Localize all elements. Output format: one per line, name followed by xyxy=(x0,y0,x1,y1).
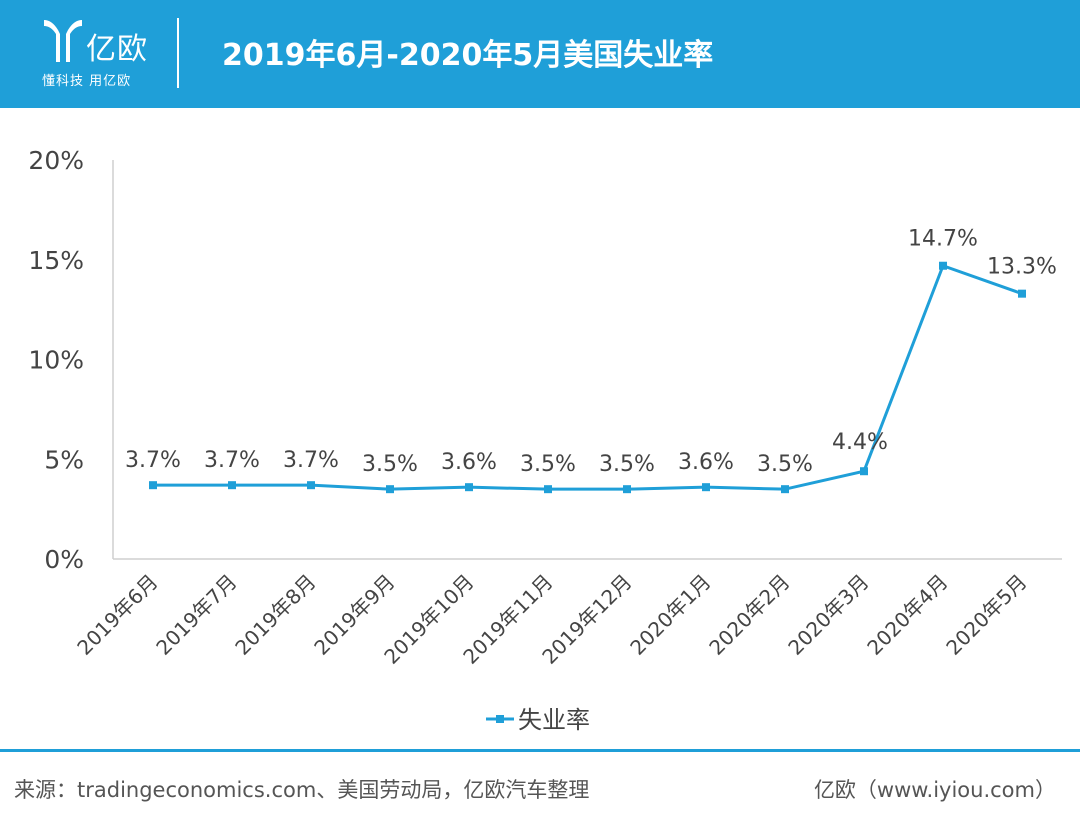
logo-y-icon xyxy=(44,20,82,62)
data-point xyxy=(228,481,236,490)
page-title: 2019年6月-2020年5月美国失业率 xyxy=(222,38,714,73)
data-point xyxy=(386,485,394,494)
data-point xyxy=(623,485,631,494)
legend-marker-icon xyxy=(496,715,504,723)
x-axis-ticks: 2019年6月2019年7月2019年8月2019年9月2019年10月2019… xyxy=(72,570,1031,669)
data-label: 3.5% xyxy=(599,452,655,477)
line-chart: 0% 5% 10% 15% 20% 2019年6月2019年7月2019年8月2019年… xyxy=(28,146,1062,734)
data-point xyxy=(307,481,315,490)
data-label: 3.5% xyxy=(520,452,576,477)
header-divider xyxy=(177,18,179,88)
y-tick-label: 10% xyxy=(28,346,84,375)
y-tick-label: 15% xyxy=(28,246,84,275)
data-point xyxy=(465,483,473,492)
x-tick-label: 2019年6月 xyxy=(72,570,162,660)
data-label: 3.5% xyxy=(757,452,813,477)
x-tick-label: 2019年8月 xyxy=(230,570,320,660)
data-point xyxy=(149,481,157,490)
data-label: 3.6% xyxy=(678,450,734,475)
data-point xyxy=(939,261,947,270)
x-tick-label: 2020年5月 xyxy=(941,570,1031,660)
data-label: 3.5% xyxy=(362,452,418,477)
x-tick-label: 2019年7月 xyxy=(151,570,241,660)
chart-axes xyxy=(112,160,1062,560)
y-tick-label: 20% xyxy=(28,146,84,175)
logo: 亿欧 懂科技 用亿欧 xyxy=(40,18,150,93)
x-tick-label: 2020年4月 xyxy=(862,570,952,660)
x-tick-label: 2020年2月 xyxy=(704,570,794,660)
brand-credit: 亿欧（www.iyiou.com） xyxy=(813,778,1056,802)
logo-slogan: 懂科技 用亿欧 xyxy=(42,74,132,89)
data-label: 3.7% xyxy=(283,448,339,473)
series-layer: 3.7% 3.7% 3.7% 3.5% 3.6% 3.5% 3.5% 3.6% 3.5% 4.4%… xyxy=(125,227,1057,494)
data-point xyxy=(860,467,868,476)
data-label: 3.7% xyxy=(204,448,260,473)
data-point xyxy=(781,485,789,494)
y-axis-ticks: 0% 5% 10% 15% 20% xyxy=(28,146,84,574)
data-label: 3.6% xyxy=(441,450,497,475)
data-label: 14.7% xyxy=(908,227,978,252)
header-bar: 亿欧 懂科技 用亿欧 2019年6月-2020年5月美国失业率 xyxy=(0,0,1080,108)
data-label: 13.3% xyxy=(987,255,1057,280)
data-point xyxy=(544,485,552,494)
y-tick-label: 0% xyxy=(44,545,84,574)
footer-divider xyxy=(0,749,1080,752)
y-tick-label: 5% xyxy=(44,445,84,474)
data-point xyxy=(1018,289,1026,298)
data-label: 4.4% xyxy=(832,430,888,455)
source-note: 来源：tradingeconomics.com、美国劳动局，亿欧汽车整理 xyxy=(14,778,590,802)
data-point xyxy=(702,483,710,492)
x-tick-label: 2020年1月 xyxy=(625,570,715,660)
series-line xyxy=(153,263,1023,491)
x-tick-label: 2020年3月 xyxy=(783,570,873,660)
logo-name: 亿欧 xyxy=(86,32,148,67)
legend: 失业率 xyxy=(486,706,590,734)
data-label: 3.7% xyxy=(125,448,181,473)
legend-label: 失业率 xyxy=(518,706,590,734)
